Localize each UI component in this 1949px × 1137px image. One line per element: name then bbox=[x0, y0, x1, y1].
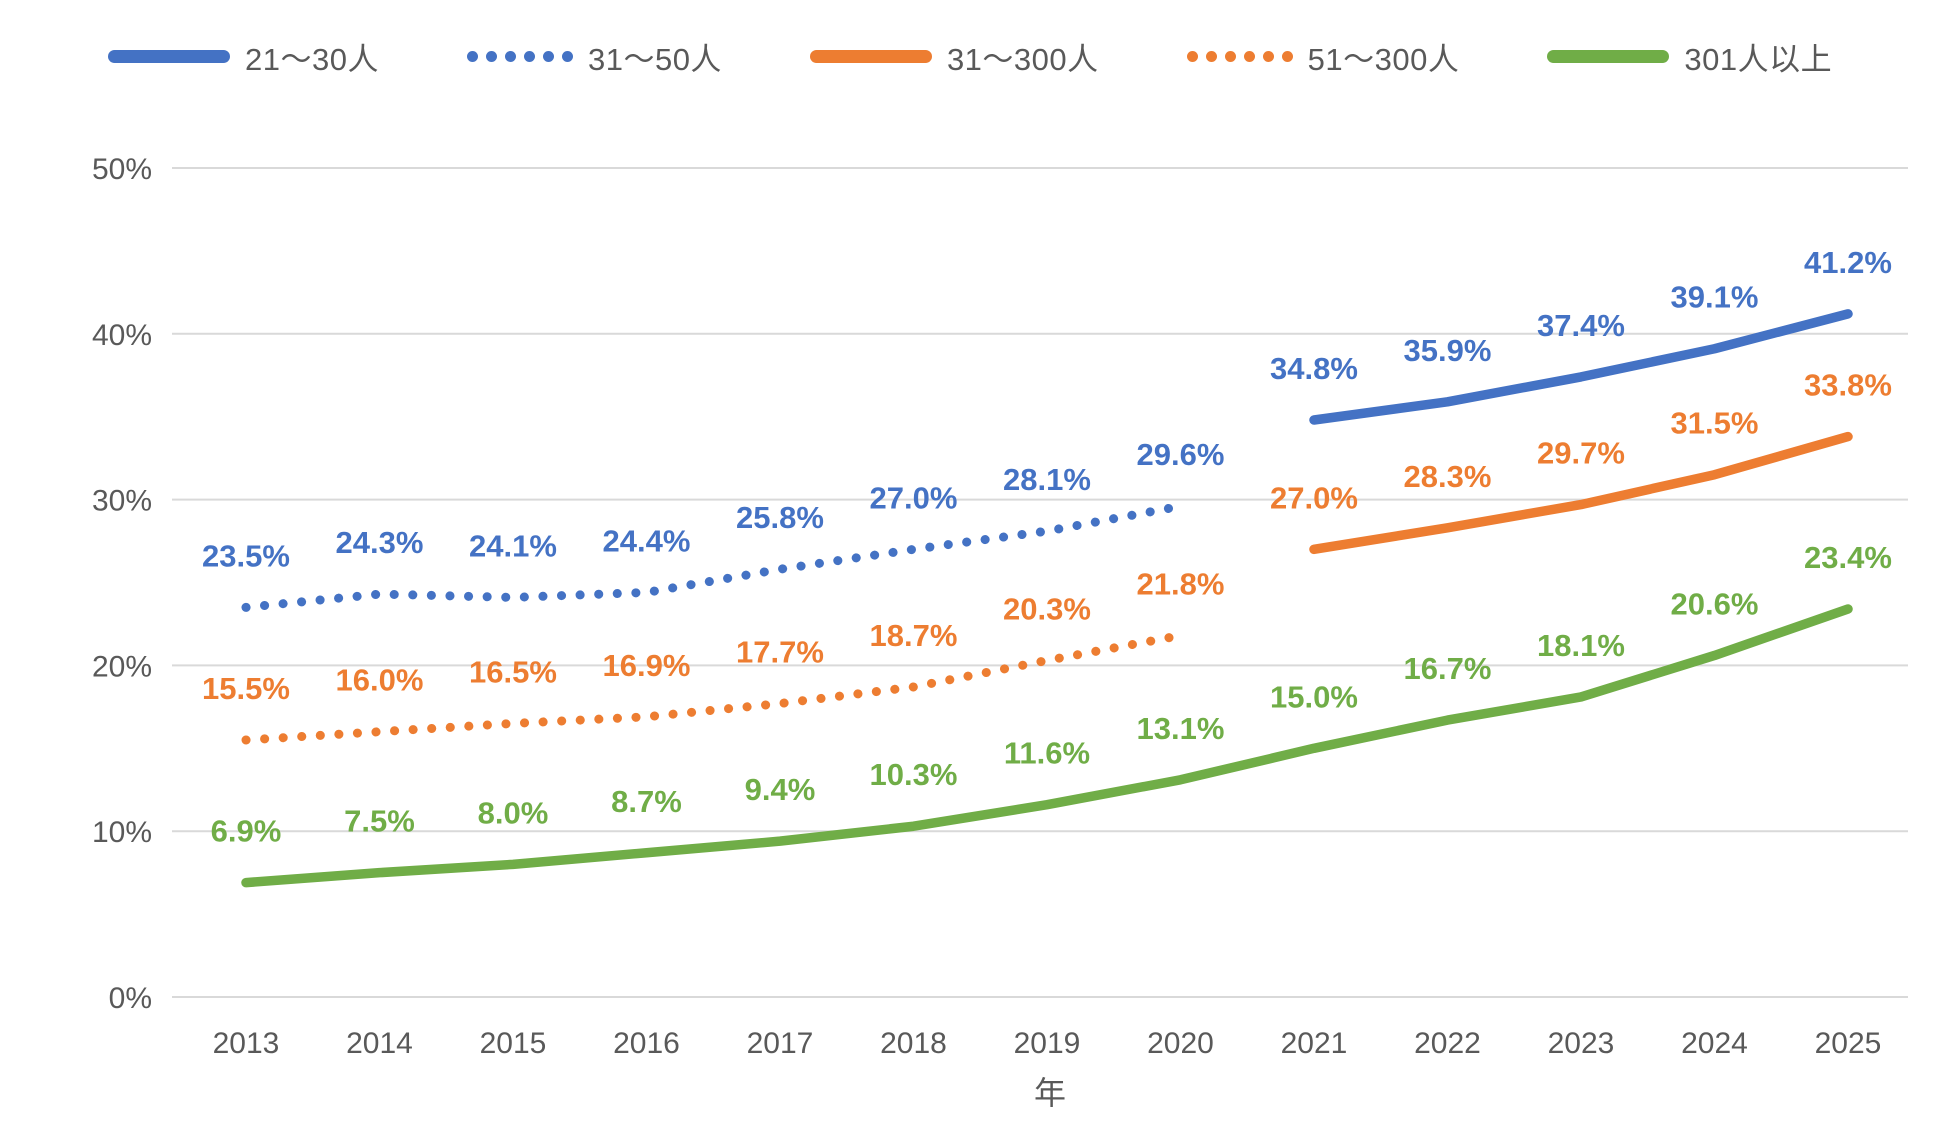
legend-item-31-50: 31〜50人 bbox=[466, 34, 722, 79]
y-axis-tick-label: 40% bbox=[92, 319, 152, 352]
data-label: 15.5% bbox=[202, 671, 290, 706]
data-label: 8.0% bbox=[478, 795, 549, 830]
y-axis-tick-label: 50% bbox=[92, 153, 152, 186]
data-label: 29.6% bbox=[1137, 437, 1225, 472]
legend-label: 31〜300人 bbox=[946, 41, 1099, 77]
legend-swatch-orange-dotted bbox=[1186, 50, 1293, 62]
y-axis-tick-label: 20% bbox=[92, 650, 152, 683]
legend-dot bbox=[542, 50, 554, 62]
data-label: 6.9% bbox=[211, 814, 282, 849]
data-label: 28.3% bbox=[1404, 459, 1492, 494]
x-axis-tick-label: 2015 bbox=[480, 1027, 547, 1060]
data-label: 16.0% bbox=[336, 663, 424, 698]
x-axis-tick-label: 2013 bbox=[213, 1027, 280, 1060]
data-label: 13.1% bbox=[1137, 711, 1225, 746]
legend-dot bbox=[523, 50, 535, 62]
legend-label: 301人以上 bbox=[1684, 41, 1833, 77]
data-label: 29.7% bbox=[1537, 436, 1625, 471]
data-label: 24.1% bbox=[469, 528, 557, 563]
data-label: 9.4% bbox=[745, 772, 816, 807]
data-label: 27.0% bbox=[1270, 480, 1358, 515]
data-label: 16.7% bbox=[1404, 651, 1492, 686]
legend-dot bbox=[466, 50, 478, 62]
data-label: 21.8% bbox=[1137, 567, 1225, 602]
data-label: 28.1% bbox=[1003, 462, 1091, 497]
series-line-4 bbox=[241, 604, 1853, 888]
legend-dot bbox=[1205, 50, 1217, 62]
y-axis-tick-label: 0% bbox=[109, 982, 152, 1015]
x-axis-tick-label: 2014 bbox=[346, 1027, 413, 1060]
legend-label: 21〜30人 bbox=[245, 41, 379, 77]
legend-label: 51〜300人 bbox=[1307, 41, 1460, 77]
data-label: 10.3% bbox=[870, 757, 958, 792]
series-line-3 bbox=[241, 631, 1185, 745]
legend-dot bbox=[1186, 50, 1198, 62]
legend-swatch-blue-solid bbox=[108, 49, 230, 63]
x-axis-tick-label: 2020 bbox=[1147, 1027, 1214, 1060]
legend-dot bbox=[1243, 50, 1255, 62]
data-label: 15.0% bbox=[1270, 679, 1358, 714]
x-axis-title: 年 bbox=[1033, 1075, 1066, 1111]
data-label: 35.9% bbox=[1404, 333, 1492, 368]
legend-dot bbox=[504, 50, 516, 62]
data-label: 25.8% bbox=[736, 500, 824, 535]
x-axis-tick-label: 2019 bbox=[1014, 1027, 1081, 1060]
chart-legend: 21〜30人 31〜50人 31〜300人 51〜300人 301人以上 bbox=[108, 33, 1832, 79]
x-axis-tick-label: 2021 bbox=[1281, 1027, 1348, 1060]
data-label: 24.3% bbox=[336, 525, 424, 560]
data-label: 23.5% bbox=[202, 538, 290, 573]
legend-dot bbox=[1262, 50, 1274, 62]
x-axis-tick-label: 2022 bbox=[1414, 1027, 1481, 1060]
series-line-2 bbox=[1309, 431, 1853, 555]
legend-swatch-green-solid bbox=[1547, 49, 1670, 63]
data-label: 20.6% bbox=[1671, 586, 1759, 621]
legend-item-31-300: 31〜300人 bbox=[809, 34, 1099, 79]
data-label: 16.9% bbox=[603, 648, 691, 683]
series-line-0 bbox=[1309, 309, 1853, 425]
data-label: 23.4% bbox=[1804, 540, 1892, 575]
data-label: 18.1% bbox=[1537, 628, 1625, 663]
legend-item-51-300: 51〜300人 bbox=[1186, 34, 1460, 79]
legend-label: 31〜50人 bbox=[587, 41, 722, 77]
x-axis-tick-label: 2023 bbox=[1548, 1027, 1615, 1060]
data-label: 33.8% bbox=[1804, 368, 1892, 403]
legend-item-301-plus: 301人以上 bbox=[1547, 34, 1832, 79]
x-axis-tick-label: 2024 bbox=[1681, 1027, 1748, 1060]
data-label: 31.5% bbox=[1671, 406, 1759, 441]
data-label: 27.0% bbox=[870, 480, 958, 515]
x-axis-tick-label: 2018 bbox=[880, 1027, 947, 1060]
data-label: 39.1% bbox=[1671, 280, 1759, 315]
legend-item-21-30: 21〜30人 bbox=[108, 34, 379, 79]
data-label: 34.8% bbox=[1270, 351, 1358, 386]
legend-dot bbox=[485, 50, 497, 62]
y-axis-tick-label: 30% bbox=[92, 485, 152, 518]
y-axis-tick-label: 10% bbox=[92, 816, 152, 849]
legend-swatch-orange-solid bbox=[809, 49, 932, 63]
series-line-1 bbox=[241, 501, 1185, 612]
legend-swatch-blue-dotted bbox=[466, 50, 573, 62]
x-axis-tick-label: 2025 bbox=[1815, 1027, 1882, 1060]
legend-dot bbox=[561, 50, 573, 62]
data-label: 8.7% bbox=[611, 784, 682, 819]
data-label: 37.4% bbox=[1537, 308, 1625, 343]
data-label: 11.6% bbox=[1004, 736, 1090, 771]
data-label: 16.5% bbox=[469, 654, 557, 689]
x-axis-tick-label: 2017 bbox=[747, 1027, 814, 1060]
data-label: 17.7% bbox=[736, 635, 824, 670]
data-label: 20.3% bbox=[1003, 591, 1091, 626]
data-label: 7.5% bbox=[344, 804, 415, 839]
x-axis-tick-label: 2016 bbox=[613, 1027, 680, 1060]
legend-dot bbox=[1281, 50, 1293, 62]
data-label: 41.2% bbox=[1804, 245, 1892, 280]
legend-dot bbox=[1224, 50, 1236, 62]
data-label: 18.7% bbox=[870, 618, 958, 653]
data-label: 24.4% bbox=[603, 523, 691, 558]
